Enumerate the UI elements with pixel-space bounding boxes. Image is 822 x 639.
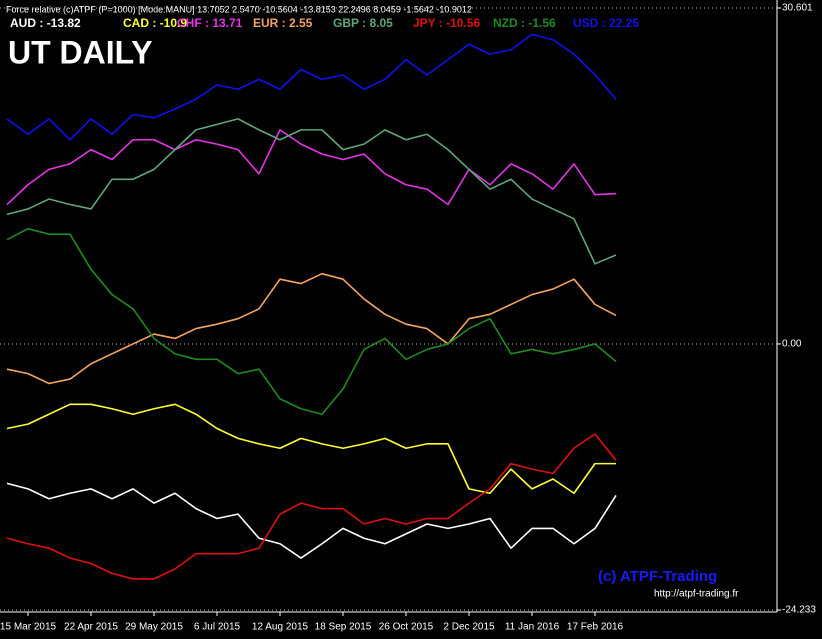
series-line [6, 403, 616, 495]
legend-entry: USD : 22.25 [573, 16, 639, 30]
legend-entry: AUD : -13.82 [10, 16, 81, 30]
series-line [6, 118, 617, 265]
series-line [6, 227, 617, 416]
legend-entry: EUR : 2.55 [253, 16, 313, 30]
x-tick-label: 26 Oct 2015 [379, 622, 434, 633]
series-line [6, 272, 617, 385]
series-line [6, 482, 617, 559]
watermark: (c) ATPF-Trading [598, 568, 717, 585]
x-tick-label: 6 Jul 2015 [194, 622, 241, 633]
x-tick-label: 17 Feb 2016 [567, 622, 624, 633]
x-tick-label: 15 Mar 2015 [0, 622, 57, 633]
x-tick-label: 29 May 2015 [125, 622, 183, 633]
legend-entry: NZD : -1.56 [493, 16, 556, 30]
watermark-url: http://atpf-trading.fr [654, 589, 739, 600]
series-line [6, 33, 617, 141]
x-tick-label: 11 Jan 2016 [505, 622, 560, 633]
y-tick-label: -24.233 [782, 605, 816, 616]
series-line [6, 129, 617, 206]
series-line [6, 433, 617, 580]
x-tick-label: 18 Sep 2015 [315, 622, 372, 633]
legend-entry: CAD : -10.9 [123, 16, 187, 30]
x-tick-label: 22 Apr 2015 [64, 622, 118, 633]
legend-entry: JPY : -10.56 [413, 16, 480, 30]
y-tick-label: 30.601 [782, 3, 813, 14]
y-tick-label: 0.00 [782, 339, 802, 350]
x-tick-label: 12 Aug 2015 [252, 622, 309, 633]
legend-entry: CHF : 13.71 [177, 16, 243, 30]
chart-title: UT DAILY [8, 34, 153, 70]
x-tick-label: 2 Dec 2015 [443, 622, 495, 633]
legend-entry: GBP : 8.05 [333, 16, 393, 30]
indicator-header: Force relative (c)ATPF (P=1000) [Mode:MA… [6, 4, 472, 14]
